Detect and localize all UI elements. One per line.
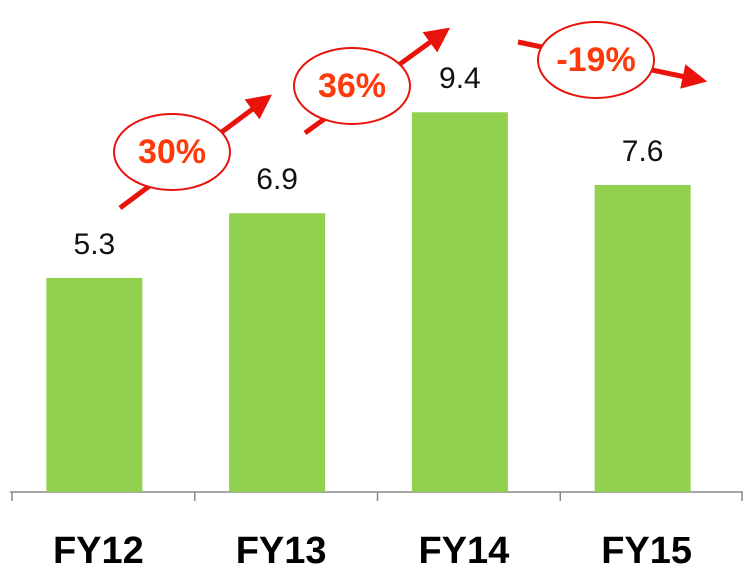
- bar: [411, 112, 508, 493]
- value-label: 9.4: [439, 62, 481, 95]
- x-tick-label: FY14: [418, 530, 509, 572]
- bar: [46, 277, 143, 492]
- annotation-bubble: [537, 21, 655, 99]
- bar: [229, 213, 326, 493]
- value-label: 5.3: [74, 228, 116, 261]
- x-tick-label: FY13: [236, 530, 327, 572]
- annotation: 30%: [138, 133, 206, 171]
- x-tick-label: FY12: [53, 530, 144, 572]
- annotation-bubble: [293, 47, 411, 125]
- annotation-bubble: [113, 113, 231, 191]
- x-tick-label: FY15: [601, 530, 692, 572]
- value-label: 7.6: [622, 135, 664, 168]
- annotation: 36%: [318, 67, 386, 105]
- bar: [594, 184, 691, 492]
- annotation: -19%: [556, 41, 635, 79]
- value-label: 6.9: [256, 163, 298, 196]
